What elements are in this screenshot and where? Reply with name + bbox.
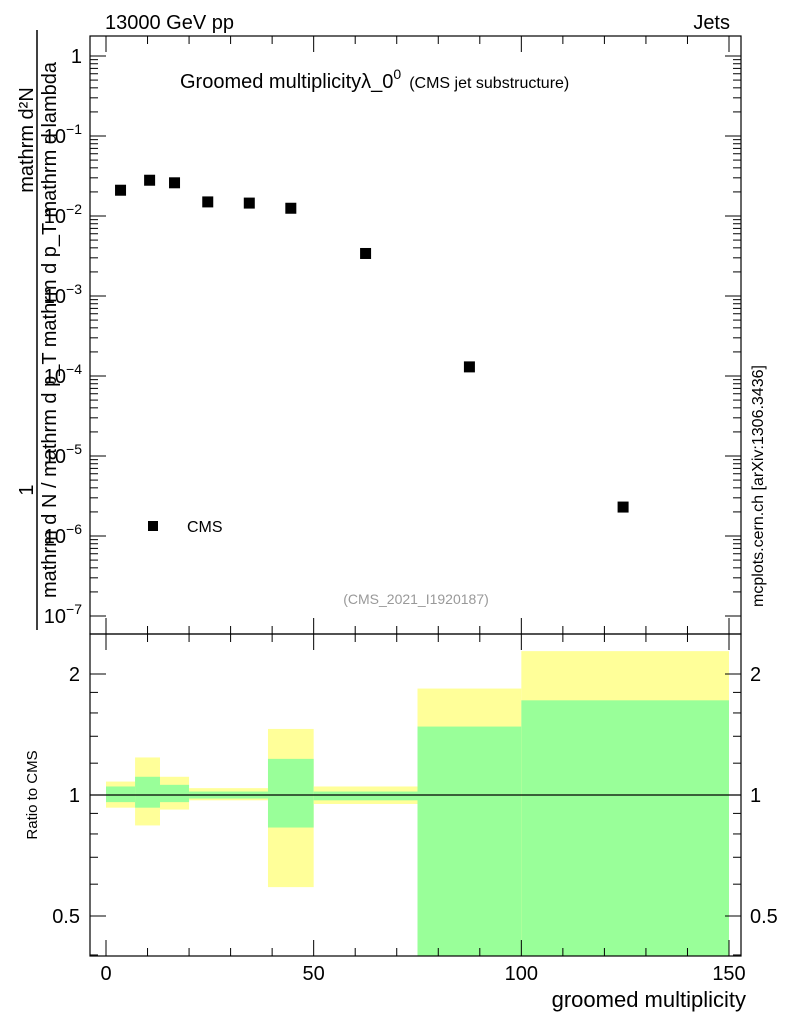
data-point: [617, 501, 629, 513]
main-y-tick-label: 10−3: [44, 281, 82, 308]
main-y-tick-mantissa: 10: [44, 286, 66, 308]
plot-title-superscript: 0: [393, 66, 401, 82]
main-y-tick-mantissa: 10: [44, 366, 66, 388]
ratio-y-tick-label-right: 0.5: [750, 906, 778, 928]
energy-label: 13000 GeV pp: [105, 12, 234, 34]
ratio-band-green: [313, 791, 418, 801]
x-tick-label: 150: [712, 963, 745, 985]
main-axis-ticks: [90, 36, 741, 634]
legend-label-cms: CMS: [187, 519, 223, 536]
ratio-axis-ticks: [90, 634, 741, 956]
main-y-tick-exponent: −1: [66, 121, 82, 137]
main-y-tick-exponent: −5: [66, 441, 82, 457]
plot-title-note: (CMS jet substructure): [409, 75, 569, 92]
main-y-tick-exponent: −4: [66, 361, 82, 377]
ratio-band-green: [267, 758, 314, 828]
main-y-tick-mantissa: 10: [44, 526, 66, 548]
main-y-tick-mantissa: 10: [44, 126, 66, 148]
main-y-tick-label: 10−4: [44, 361, 82, 388]
main-y-tick-label: 10−5: [44, 441, 82, 468]
ratio-y-tick-label-left: 2: [69, 664, 80, 686]
main-y-tick-label: 10−2: [44, 201, 82, 228]
ratio-y-tick-label-right: 1: [750, 785, 761, 807]
data-point: [463, 361, 475, 373]
x-tick-label: 0: [100, 963, 111, 985]
legend-marker-cms: [148, 521, 158, 531]
x-tick-label: 100: [505, 963, 538, 985]
main-y-tick-labels: 110−110−210−310−410−510−610−7: [44, 46, 82, 628]
data-points: [115, 174, 629, 513]
ratio-band-green: [417, 726, 522, 956]
x-axis-label: groomed multiplicity: [552, 987, 746, 1012]
x-tick-label: 50: [303, 963, 325, 985]
main-y-tick-mantissa: 10: [44, 206, 66, 228]
data-point: [202, 196, 214, 208]
main-y-tick-label: 1: [71, 46, 82, 68]
process-label: Jets: [693, 12, 730, 34]
main-plot-panel: Groomed multiplicityλ_00(CMS jet substru…: [44, 35, 742, 635]
ratio-band-green: [159, 784, 190, 803]
y-label-denominator: mathrm d N / mathrm d p_T mathrm d p_T m…: [39, 61, 61, 598]
main-y-tick-mantissa: 10: [44, 446, 66, 468]
y-label-numerator: 1: [16, 484, 38, 495]
data-point: [169, 177, 181, 189]
x-tick-labels: 0 50 100 150: [100, 963, 745, 985]
y-axis-label: 1 mathrm d N / mathrm d p_T mathrm d p_T…: [16, 30, 61, 630]
ratio-y-tick-label-right: 2: [750, 664, 761, 686]
data-point: [360, 247, 372, 259]
plot-title: Groomed multiplicityλ_00(CMS jet substru…: [180, 66, 569, 93]
data-point: [144, 174, 156, 186]
analysis-id: (CMS_2021_I1920187): [343, 591, 489, 607]
main-plot-frame: [89, 35, 742, 635]
ratio-band-green: [521, 700, 729, 956]
y-label-secondary: mathrm d²N: [16, 87, 38, 193]
ratio-band-green: [135, 776, 160, 808]
ratio-y-tick-label-left: 0.5: [52, 906, 80, 928]
main-y-tick-label: 10−6: [44, 521, 82, 548]
ratio-band-green: [106, 786, 136, 803]
main-y-tick-exponent: −6: [66, 521, 82, 537]
main-y-tick-exponent: −2: [66, 201, 82, 217]
data-point: [115, 184, 127, 196]
ratio-bands: [106, 651, 729, 956]
ratio-y-tick-labels: 0.5 0.5 1 1 2 2: [52, 664, 778, 928]
ratio-plot-panel: 0.5 0.5 1 1 2 2 0 50 100 150 Ratio to CMS groome…: [24, 633, 778, 1012]
y-axis-label-secondary: mathrm d²N: [16, 87, 38, 193]
ratio-y-axis-label: Ratio to CMS: [24, 750, 41, 839]
main-y-tick-label: 10−1: [44, 121, 82, 148]
main-y-tick-exponent: −7: [66, 601, 82, 617]
data-point: [243, 197, 255, 209]
ratio-y-tick-label-left: 1: [69, 785, 80, 807]
main-y-tick-exponent: −3: [66, 281, 82, 297]
main-y-tick-mantissa: 10: [44, 606, 66, 628]
data-point: [285, 202, 297, 214]
main-y-tick-label: 10−7: [44, 601, 82, 628]
watermark: mcplots.cern.ch [arXiv:1306.3436]: [750, 365, 767, 607]
